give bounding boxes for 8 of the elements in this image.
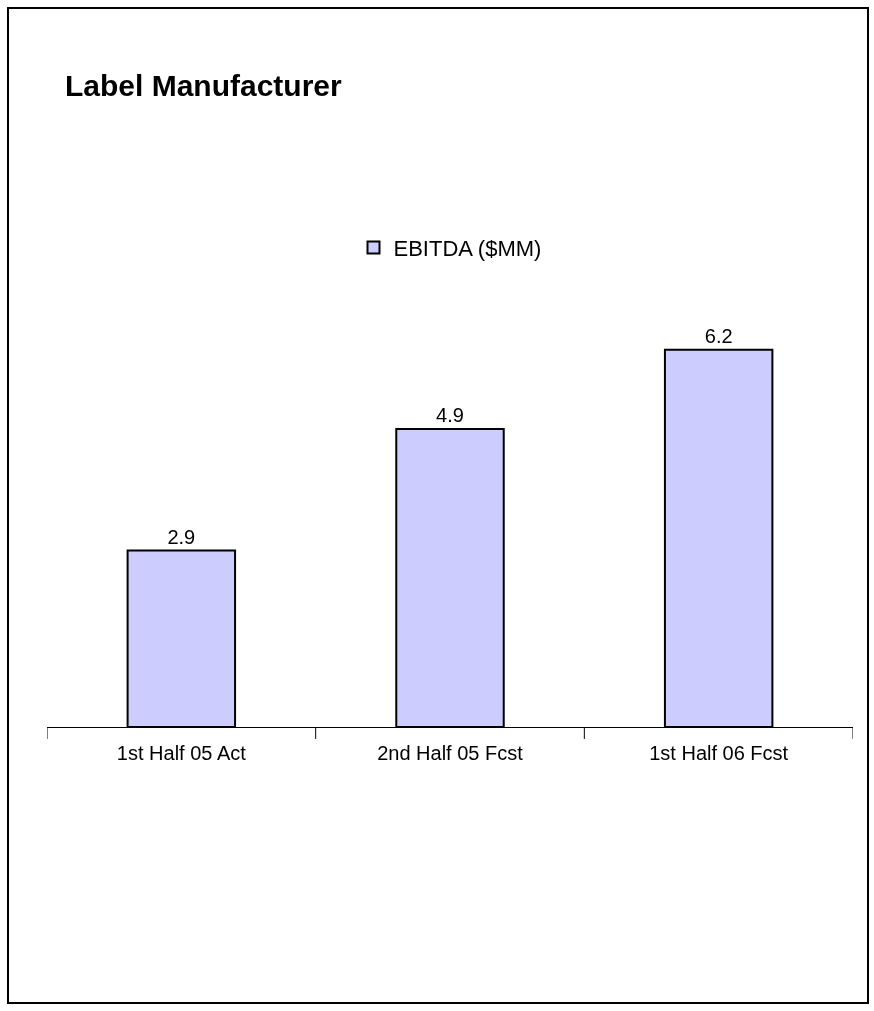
data-label: 2.9 bbox=[167, 525, 196, 548]
data-label: 4.9 bbox=[436, 403, 464, 426]
data-label: 6.2 bbox=[704, 324, 733, 347]
legend-label: EBITDA ($MM) bbox=[393, 236, 542, 262]
x-tick-label: 2nd Half 05 Fcst bbox=[377, 742, 524, 764]
x-tick-label: 1st Half 05 Act bbox=[116, 742, 247, 764]
x-tick-label: 1st Half 06 Fcst bbox=[649, 742, 789, 764]
chart-title: Label Manufacturer bbox=[65, 68, 343, 102]
